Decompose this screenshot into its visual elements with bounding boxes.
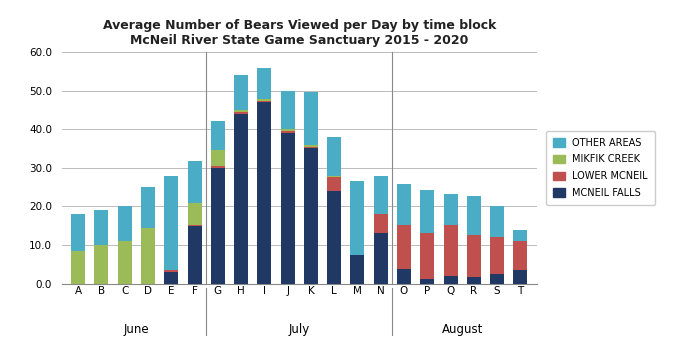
Bar <box>257 101 271 102</box>
Bar <box>374 175 388 214</box>
Bar <box>164 270 178 272</box>
Bar <box>164 175 178 270</box>
Bar <box>327 191 341 284</box>
Bar <box>490 237 504 274</box>
Bar <box>327 177 341 191</box>
Bar <box>234 110 248 112</box>
Bar <box>304 147 318 148</box>
Bar <box>164 272 178 284</box>
Bar <box>141 228 155 284</box>
Bar <box>94 210 109 245</box>
Bar <box>72 214 85 251</box>
Bar <box>374 214 388 234</box>
Bar <box>118 241 131 284</box>
Bar <box>234 112 248 114</box>
Bar <box>397 269 411 284</box>
Bar <box>257 68 271 99</box>
Bar <box>304 92 318 145</box>
Bar <box>94 245 109 284</box>
Bar <box>444 276 458 284</box>
Bar <box>257 99 271 101</box>
Bar <box>374 234 388 284</box>
Bar <box>350 181 365 255</box>
Bar <box>304 148 318 284</box>
Bar <box>327 137 341 175</box>
Bar <box>234 114 248 284</box>
Bar <box>188 226 202 284</box>
Text: July: July <box>289 322 310 336</box>
Bar <box>467 235 481 277</box>
Bar <box>467 277 481 284</box>
Bar <box>327 175 341 177</box>
Text: August: August <box>442 322 483 336</box>
Bar <box>420 279 434 284</box>
Bar <box>513 241 527 270</box>
Bar <box>397 184 411 225</box>
Bar <box>234 75 248 110</box>
Bar <box>118 207 131 241</box>
Legend: OTHER AREAS, MIKFIK CREEK, LOWER MCNEIL, MCNEIL FALLS: OTHER AREAS, MIKFIK CREEK, LOWER MCNEIL,… <box>546 131 655 205</box>
Text: June: June <box>124 322 149 336</box>
Bar <box>444 225 458 276</box>
Bar <box>444 194 458 225</box>
Bar <box>257 102 271 284</box>
Bar <box>490 274 504 284</box>
Bar <box>211 166 225 168</box>
Bar <box>420 233 434 279</box>
Bar <box>304 145 318 147</box>
Title: Average Number of Bears Viewed per Day by time block
McNeil River State Game San: Average Number of Bears Viewed per Day b… <box>103 19 496 47</box>
Bar <box>467 196 481 235</box>
Bar <box>188 203 202 225</box>
Bar <box>211 168 225 284</box>
Bar <box>513 270 527 284</box>
Bar <box>350 255 365 284</box>
Bar <box>420 190 434 233</box>
Bar <box>397 225 411 269</box>
Bar <box>211 151 225 166</box>
Bar <box>188 161 202 203</box>
Bar <box>72 251 85 284</box>
Bar <box>188 225 202 226</box>
Bar <box>281 91 294 129</box>
Bar <box>281 131 294 133</box>
Bar <box>281 133 294 284</box>
Bar <box>281 129 294 131</box>
Bar <box>490 207 504 237</box>
Bar <box>141 187 155 228</box>
Bar <box>211 121 225 151</box>
Bar <box>513 230 527 241</box>
